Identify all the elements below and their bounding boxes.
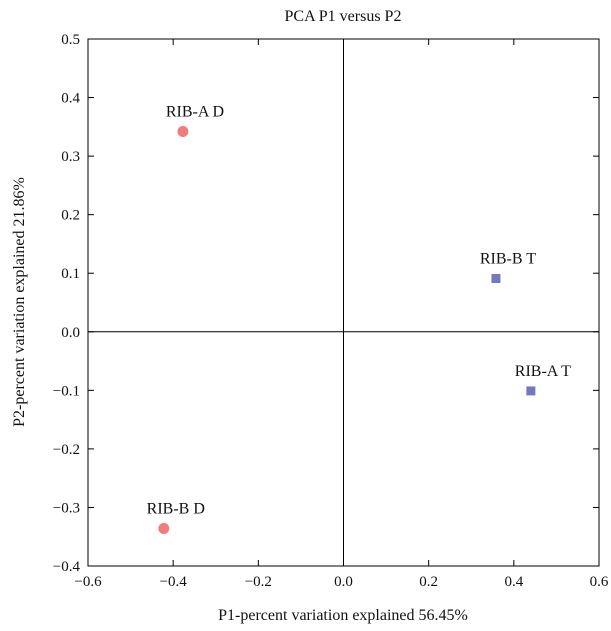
x-tick-label: −0.2 <box>245 574 272 590</box>
y-tick-label: 0.0 <box>61 325 80 341</box>
x-tick-label: 0.6 <box>590 574 609 590</box>
x-tick-label: 0.2 <box>419 574 438 590</box>
point-rib-b-d <box>158 523 170 535</box>
data-points: RIB-A D RIB-B D RIB-B T RIB-A T <box>147 104 571 535</box>
y-tick-label: −0.3 <box>53 500 80 516</box>
x-axis-title: P1-percent variation explained 56.45% <box>218 607 468 624</box>
y-tick-label: 0.1 <box>61 266 80 282</box>
x-tick-label: −0.4 <box>160 574 188 590</box>
point-label-rib-b-d: RIB-B D <box>147 501 205 518</box>
x-axis: −0.6 −0.4 −0.2 0.0 0.2 0.4 0.6 <box>74 39 609 590</box>
y-tick-label: 0.2 <box>61 208 80 224</box>
y-tick-label: −0.4 <box>53 559 81 575</box>
point-rib-b-t <box>491 273 501 283</box>
point-label-rib-a-d: RIB-A D <box>166 104 224 121</box>
y-tick-label: 0.5 <box>61 32 80 48</box>
point-label-rib-b-t: RIB-B T <box>480 250 536 267</box>
y-tick-label: −0.1 <box>53 383 80 399</box>
x-tick-label: −0.6 <box>74 574 102 590</box>
point-rib-a-t <box>526 386 536 396</box>
x-tick-label: 0.0 <box>334 574 353 590</box>
y-tick-label: 0.4 <box>61 91 80 107</box>
point-label-rib-a-t: RIB-A T <box>515 363 571 380</box>
y-tick-label: 0.3 <box>61 149 80 165</box>
reference-lines <box>88 39 599 566</box>
y-axis: −0.4 −0.3 −0.2 −0.1 0.0 0.1 0.2 0.3 0.4 0.5 <box>53 32 599 575</box>
y-axis-title: P2-percent variation explained 21.86% <box>11 177 28 427</box>
y-tick-label: −0.2 <box>53 442 80 458</box>
point-rib-a-d <box>177 126 189 138</box>
x-tick-label: 0.4 <box>504 574 523 590</box>
chart-title: PCA P1 versus P2 <box>285 8 402 25</box>
